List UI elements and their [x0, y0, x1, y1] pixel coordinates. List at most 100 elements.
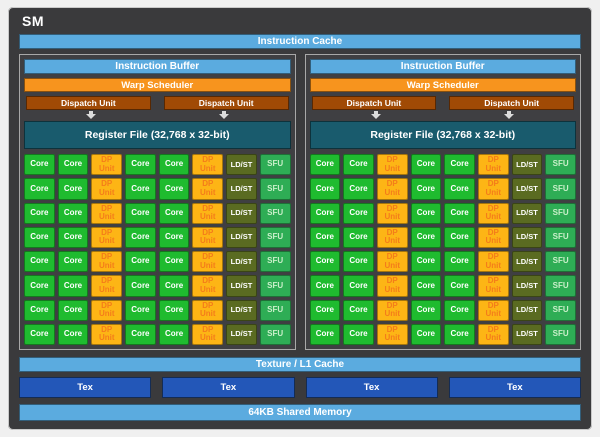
core-tile: Core — [444, 154, 475, 176]
core-tile: Core — [24, 251, 55, 273]
core-tile: Core — [444, 178, 475, 200]
dp-unit-tile: DP Unit — [192, 275, 224, 297]
core-tile: Core — [410, 226, 442, 248]
down-arrow-icon — [217, 111, 231, 119]
dp-unit-tile: DP Unit — [192, 178, 224, 200]
sfu-tile: SFU — [545, 154, 576, 176]
core-tile: Core — [57, 202, 89, 224]
ldst-tile: LD/ST — [511, 154, 543, 176]
core-tile: Core — [309, 202, 341, 224]
instruction-buffer-bar: Instruction Buffer — [24, 59, 291, 74]
ldst-tile: LD/ST — [226, 299, 257, 321]
core-tile: Core — [444, 251, 475, 273]
core-tile: Core — [125, 299, 156, 321]
register-file-bar: Register File (32,768 x 32-bit) — [309, 121, 576, 149]
processing-blocks: Instruction Buffer Warp Scheduler Dispatch… — [19, 54, 581, 350]
dispatch-unit-bar: Dispatch Unit — [26, 96, 151, 110]
core-tile: Core — [309, 226, 341, 248]
dp-unit-tile: DP Unit — [91, 275, 123, 297]
ldst-tile: LD/ST — [511, 275, 543, 297]
dp-unit-tile: DP Unit — [91, 202, 123, 224]
dispatch-unit-bar: Dispatch Unit — [163, 96, 289, 110]
core-tile: Core — [410, 299, 442, 321]
core-tile: Core — [444, 299, 475, 321]
core-tile: Core — [57, 299, 89, 321]
sfu-tile: SFU — [545, 178, 576, 200]
core-tile: Core — [24, 275, 55, 297]
processing-block: Instruction Buffer Warp Scheduler Dispatch… — [19, 54, 296, 350]
sfu-tile: SFU — [259, 154, 291, 176]
core-tile: Core — [410, 323, 442, 345]
ldst-tile: LD/ST — [226, 202, 257, 224]
core-tile: Core — [343, 154, 374, 176]
ldst-tile: LD/ST — [226, 178, 257, 200]
ldst-tile: LD/ST — [226, 154, 257, 176]
core-tile: Core — [125, 154, 156, 176]
core-tile: Core — [343, 202, 374, 224]
core-tile: Core — [57, 275, 89, 297]
core-tile: Core — [410, 154, 442, 176]
ldst-tile: LD/ST — [226, 226, 257, 248]
core-tile: Core — [444, 226, 475, 248]
core-tile: Core — [24, 178, 55, 200]
core-tile: Core — [57, 154, 89, 176]
arrow-stem — [221, 111, 226, 114]
core-tile: Core — [158, 154, 190, 176]
ldst-tile: LD/ST — [511, 323, 543, 345]
core-tile: Core — [57, 323, 89, 345]
dp-unit-tile: DP Unit — [376, 299, 408, 321]
ldst-tile: LD/ST — [226, 251, 257, 273]
register-file-bar: Register File (32,768 x 32-bit) — [24, 121, 291, 149]
core-tile: Core — [24, 154, 55, 176]
dp-unit-tile: DP Unit — [477, 275, 509, 297]
core-tile: Core — [343, 226, 374, 248]
dp-unit-tile: DP Unit — [91, 154, 123, 176]
core-tile: Core — [309, 251, 341, 273]
core-tile: Core — [158, 299, 190, 321]
dp-unit-tile: DP Unit — [477, 154, 509, 176]
tex-unit: Tex — [19, 377, 152, 398]
dispatch-units-row: Dispatch Unit Dispatch Unit — [310, 96, 577, 110]
core-grid: Core Core DP Unit Core Core DP Unit LD/ST SFU Co… — [309, 154, 576, 345]
core-tile: Core — [158, 226, 190, 248]
ldst-tile: LD/ST — [511, 251, 543, 273]
tex-unit: Tex — [162, 377, 295, 398]
dp-unit-tile: DP Unit — [91, 226, 123, 248]
core-tile: Core — [24, 226, 55, 248]
dp-unit-tile: DP Unit — [376, 202, 408, 224]
core-tile: Core — [125, 226, 156, 248]
core-tile: Core — [158, 323, 190, 345]
dp-unit-tile: DP Unit — [376, 323, 408, 345]
sfu-tile: SFU — [259, 299, 291, 321]
dp-unit-tile: DP Unit — [91, 323, 123, 345]
dp-unit-tile: DP Unit — [477, 202, 509, 224]
down-arrow-icon — [84, 111, 98, 119]
dispatch-arrows-row — [24, 110, 291, 121]
ldst-tile: LD/ST — [226, 323, 257, 345]
instruction-cache-bar: Instruction Cache — [19, 34, 581, 49]
down-arrow-icon — [502, 111, 516, 119]
ldst-tile: LD/ST — [511, 226, 543, 248]
arrow-head — [218, 114, 229, 119]
texture-units-row: Tex Tex Tex Tex — [19, 377, 581, 398]
core-tile: Core — [410, 251, 442, 273]
dp-unit-tile: DP Unit — [376, 226, 408, 248]
dp-unit-tile: DP Unit — [477, 178, 509, 200]
sfu-tile: SFU — [545, 275, 576, 297]
core-tile: Core — [125, 275, 156, 297]
core-tile: Core — [24, 299, 55, 321]
dispatch-units-row: Dispatch Unit Dispatch Unit — [24, 96, 291, 110]
dp-unit-tile: DP Unit — [192, 299, 224, 321]
sfu-tile: SFU — [545, 299, 576, 321]
core-tile: Core — [343, 275, 374, 297]
core-tile: Core — [24, 202, 55, 224]
core-tile: Core — [57, 251, 89, 273]
core-tile: Core — [444, 275, 475, 297]
texture-l1-cache-bar: Texture / L1 Cache — [19, 357, 581, 372]
warp-scheduler-bar: Warp Scheduler — [309, 78, 576, 92]
warp-scheduler-bar: Warp Scheduler — [24, 78, 291, 92]
sfu-tile: SFU — [545, 226, 576, 248]
core-tile: Core — [158, 202, 190, 224]
down-arrow-icon — [369, 111, 383, 119]
dp-unit-tile: DP Unit — [91, 251, 123, 273]
